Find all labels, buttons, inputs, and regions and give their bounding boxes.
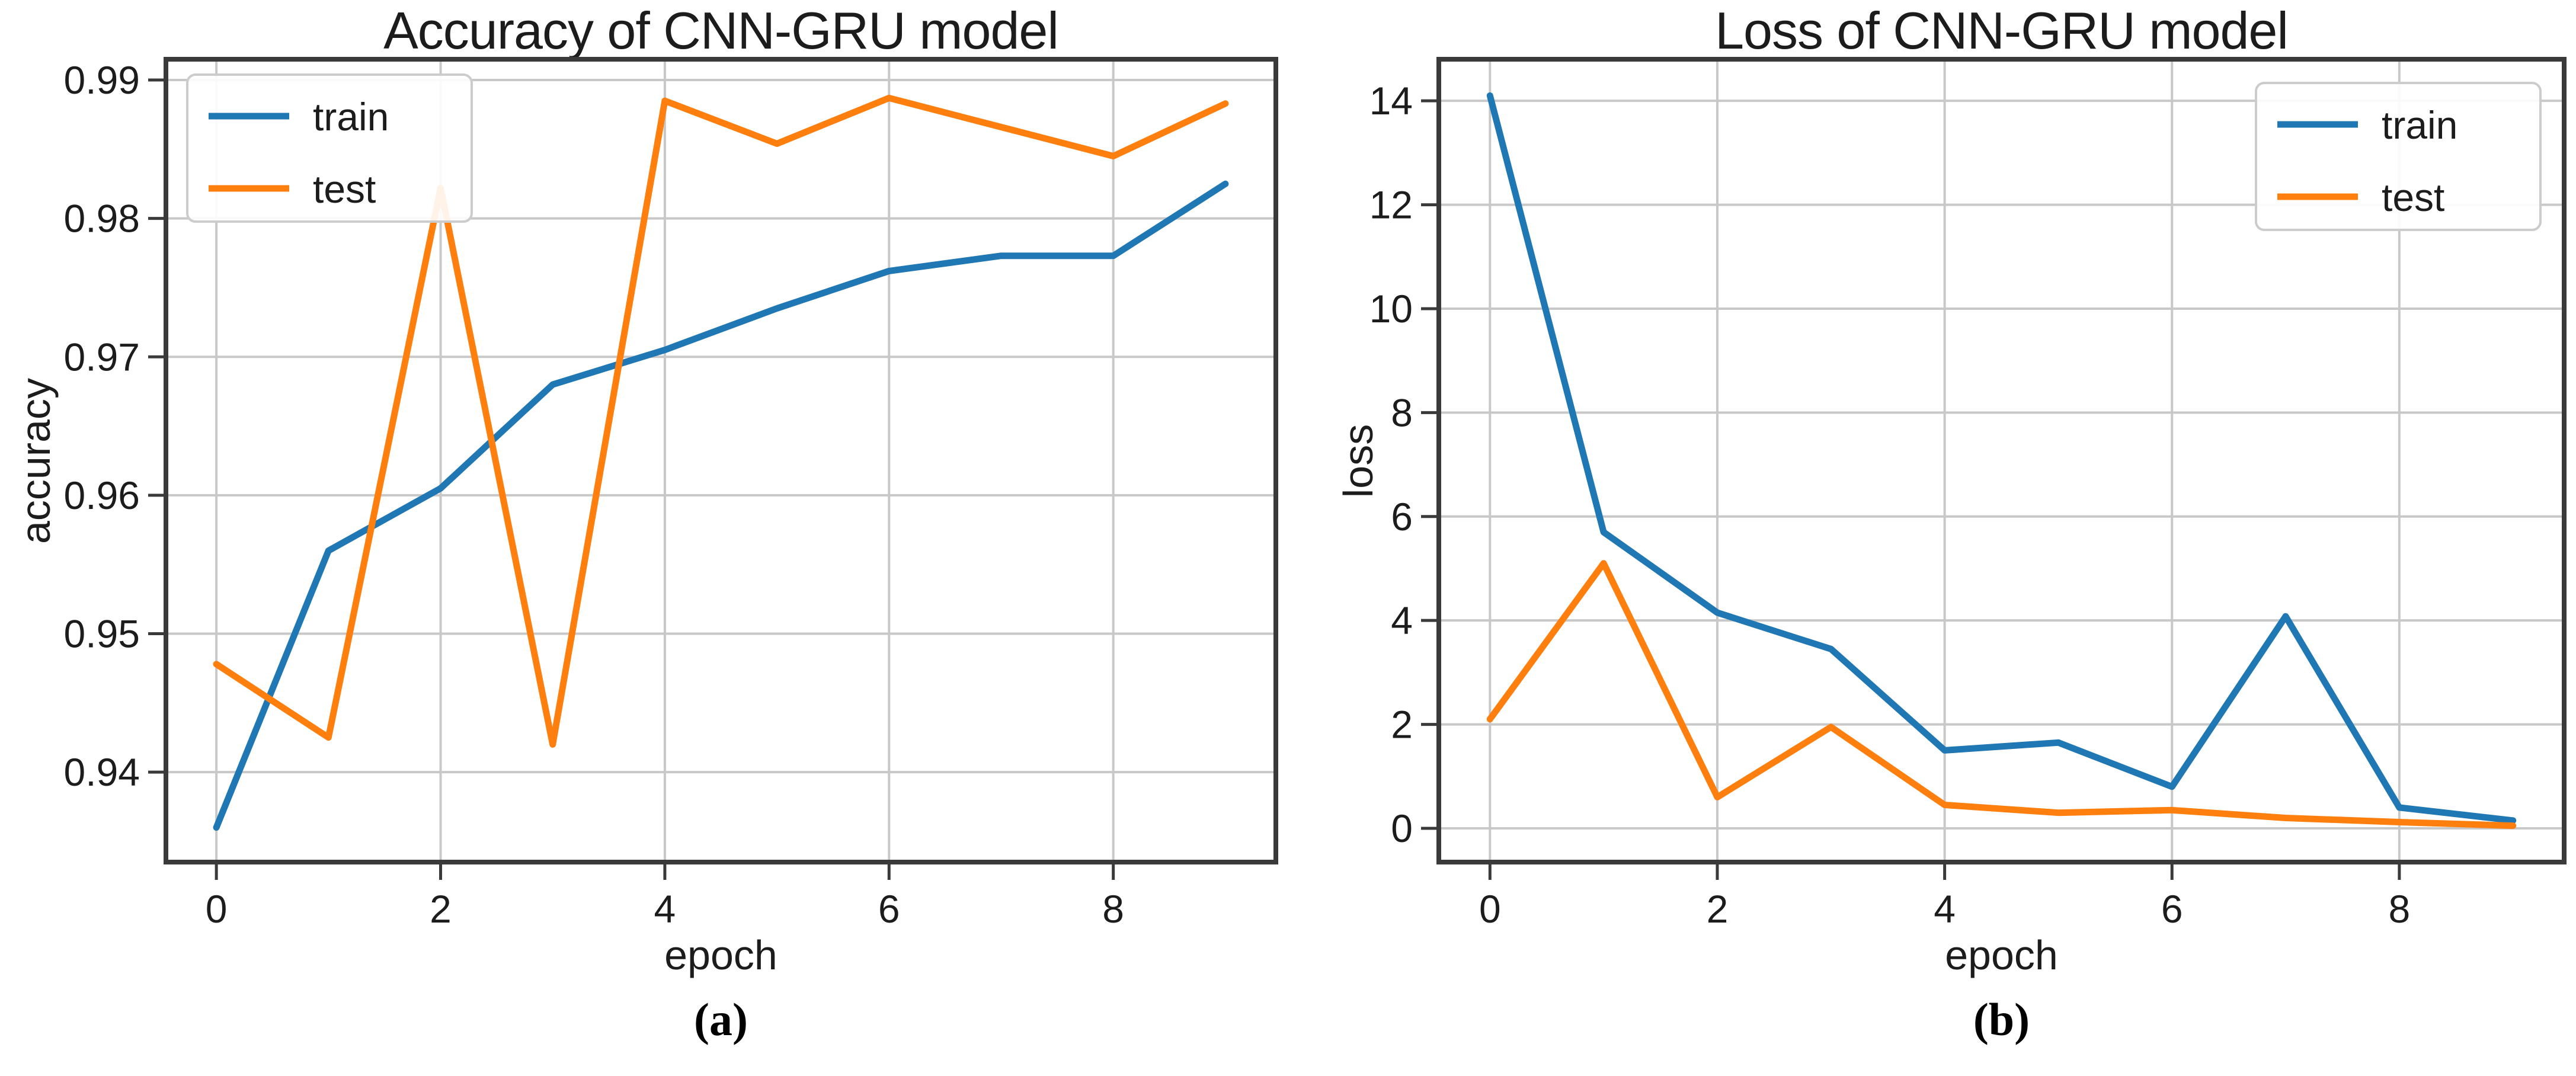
accuracy-chart-title: Accuracy of CNN-GRU model <box>383 1 1059 60</box>
x-tick-label: 4 <box>654 887 676 931</box>
y-tick-label: 0.98 <box>64 197 140 241</box>
legend-label-test: test <box>313 167 376 211</box>
legend-box <box>186 73 473 223</box>
axes-frame <box>164 57 1278 864</box>
y-tick-label: 0.97 <box>64 335 140 379</box>
y-tick-label: 6 <box>1391 495 1413 539</box>
test-line <box>213 94 1229 748</box>
y-tick-label: 0.95 <box>64 612 140 656</box>
loss-chart: Loss of CNN-GRU model loss 0 2 4 6 8 0 2 4 6 8 10 1… <box>1304 0 2576 1076</box>
x-tick-label: 6 <box>2161 887 2183 931</box>
y-tick-label: 14 <box>1369 79 1413 123</box>
x-tick-label: 4 <box>1934 887 1956 931</box>
x-tick-label: 0 <box>1479 887 1501 931</box>
y-tick-label: 8 <box>1391 390 1413 434</box>
train-line <box>1486 92 2517 824</box>
legend-box <box>2255 82 2542 231</box>
y-tick-label: 0.96 <box>64 473 140 517</box>
x-tick-label: 0 <box>206 887 228 931</box>
y-tick-label: 10 <box>1369 287 1413 331</box>
caption-a: (a) <box>694 994 748 1045</box>
y-tick-label: 0.99 <box>64 58 140 102</box>
legend-label-train: train <box>313 95 389 139</box>
accuracy-x-axis-label: epoch <box>664 932 777 978</box>
loss-x-axis-label: epoch <box>1945 932 2058 978</box>
y-tick-label: 0 <box>1391 806 1413 850</box>
caption-b: (b) <box>1973 994 2030 1045</box>
axes-frame <box>1436 57 2567 864</box>
y-tick-label: 12 <box>1369 183 1413 227</box>
legend-label-test: test <box>2382 175 2444 219</box>
x-tick-label: 8 <box>1102 887 1124 931</box>
test-line <box>1486 560 2517 830</box>
x-tick-label: 8 <box>2389 887 2411 931</box>
train-line <box>213 180 1229 831</box>
loss-plot-area: 0 2 4 6 8 0 2 4 6 8 10 12 14 train test <box>1369 57 2567 931</box>
accuracy-plot-area: 0 2 4 6 8 0.94 0.95 0.96 0.97 0.98 0.99 train test <box>64 57 1278 931</box>
legend-label-train: train <box>2382 103 2457 147</box>
y-tick-label: 0.94 <box>64 750 140 794</box>
y-tick-label: 4 <box>1391 598 1413 642</box>
x-tick-label: 2 <box>1707 887 1729 931</box>
x-tick-label: 6 <box>878 887 900 931</box>
y-tick-label: 2 <box>1391 703 1413 747</box>
x-tick-label: 2 <box>430 887 452 931</box>
loss-chart-title: Loss of CNN-GRU model <box>1715 1 2289 60</box>
